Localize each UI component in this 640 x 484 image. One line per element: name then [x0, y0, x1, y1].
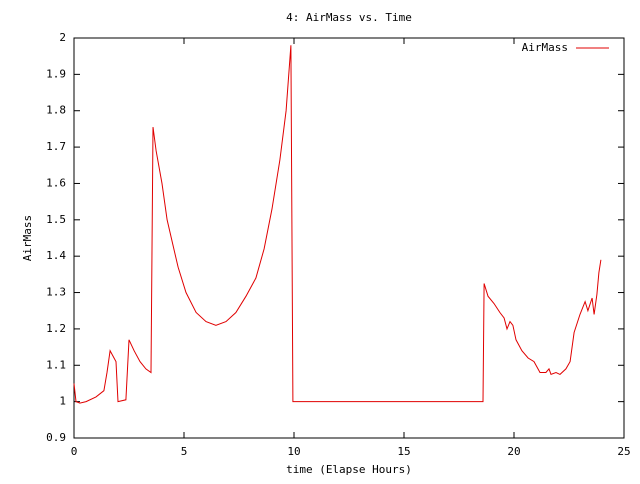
y-tick-label: 2 [59, 31, 66, 44]
data-line [73, 45, 602, 404]
legend-label: AirMass [522, 41, 568, 54]
x-tick-label: 15 [397, 445, 410, 458]
x-tick-label: 10 [287, 445, 300, 458]
y-axis-label: AirMass [21, 215, 34, 261]
y-tick-label: 1.7 [46, 140, 66, 153]
chart-title: 4: AirMass vs. Time [286, 11, 412, 24]
y-tick-label: 1.5 [46, 213, 66, 226]
y-tick-label: 1.9 [46, 67, 66, 80]
y-tick-label: 1.2 [46, 322, 66, 335]
plot-frame [73, 37, 625, 439]
x-tick-label: 20 [507, 445, 520, 458]
y-tick-label: 1.4 [46, 249, 66, 262]
x-axis-label: time (Elapse Hours) [286, 463, 412, 476]
x-tick-label: 0 [71, 445, 78, 458]
y-tick-label: 1.8 [46, 104, 66, 117]
y-tick-label: 1.6 [46, 176, 66, 189]
y-tick-label: 0.9 [46, 431, 66, 444]
y-tick-label: 1.1 [46, 358, 66, 371]
x-tick-label: 25 [617, 445, 630, 458]
y-tick-label: 1 [59, 395, 66, 408]
x-tick-label: 5 [181, 445, 188, 458]
y-tick-label: 1.3 [46, 286, 66, 299]
